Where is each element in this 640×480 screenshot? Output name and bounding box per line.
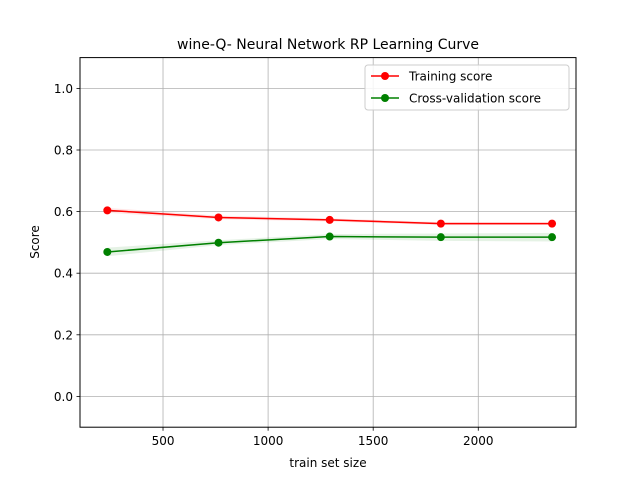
y-tick-label: 0.4	[54, 267, 73, 281]
training-score-point	[214, 213, 223, 222]
cross-validation-score-point	[325, 232, 334, 241]
chart-title: wine-Q- Neural Network RP Learning Curve	[177, 37, 479, 53]
x-tick-label: 1000	[253, 434, 284, 448]
cross-validation-score-point	[214, 238, 223, 247]
plot-frame	[79, 57, 577, 428]
legend-label-training: Training score	[408, 70, 492, 84]
training-score-point	[436, 219, 445, 228]
x-axis-label: train set size	[289, 456, 366, 470]
y-tick-label: 0.8	[54, 144, 73, 158]
x-tick-label: 2000	[463, 434, 494, 448]
cross-validation-score-point	[548, 233, 557, 242]
legend: Training score Cross-validation score	[364, 64, 570, 111]
y-tick-label: 1.0	[54, 82, 73, 96]
series-markers	[103, 206, 557, 256]
y-tick-label: 0.6	[54, 205, 73, 219]
training-score-point	[103, 206, 112, 215]
x-tick-label: 1500	[358, 434, 389, 448]
y-axis-ticks: 0.0 0.2 0.4 0.6 0.8 1.0	[54, 82, 80, 404]
x-tick-label: 500	[152, 434, 175, 448]
cross-validation-score-point	[103, 247, 112, 256]
y-axis-label: Score	[28, 225, 42, 259]
legend-marker-training	[381, 72, 389, 80]
x-axis-ticks: 500 1000 1500 2000	[152, 427, 494, 448]
legend-box	[364, 64, 570, 111]
y-tick-label: 0.0	[54, 390, 73, 404]
y-tick-label: 0.2	[54, 328, 73, 342]
legend-marker-cross-validation	[381, 94, 389, 102]
training-score-point	[548, 219, 557, 228]
legend-label-cross-validation: Cross-validation score	[409, 92, 541, 106]
cross-validation-score-point	[436, 233, 445, 242]
training-score-point	[325, 215, 334, 224]
